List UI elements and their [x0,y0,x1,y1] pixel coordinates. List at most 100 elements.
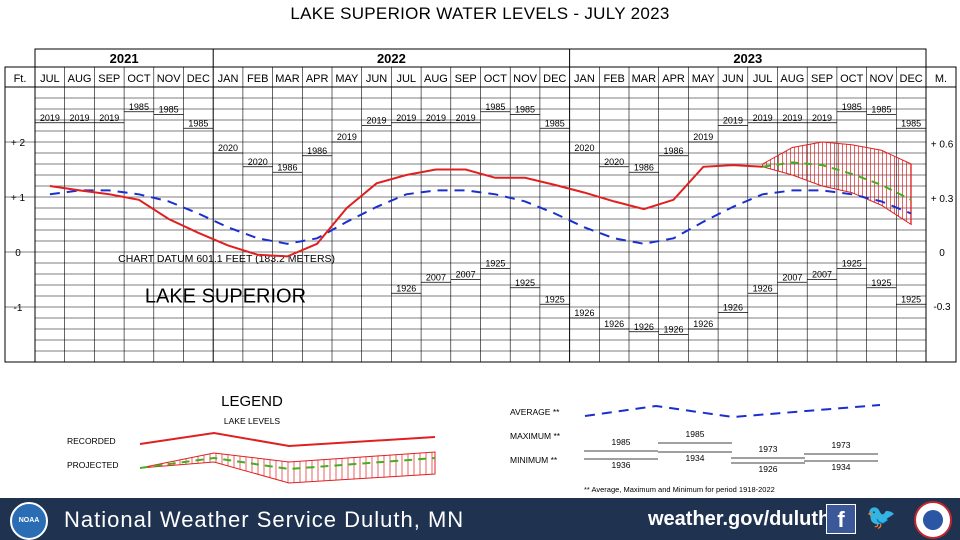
year-label-2023: 2023 [733,51,762,66]
right-axis-label: M. [935,73,947,85]
month-label: APR [662,73,685,85]
nws-logo[interactable] [914,501,952,539]
minimum-record-year: 1925 [545,294,565,304]
maximum-record-year: 1985 [545,118,565,128]
datum-label: CHART DATUM 601.1 FEET (183.2 METERS) [118,253,335,265]
minimum-record-year: 2007 [812,270,832,280]
twitter-icon[interactable]: 🐦 [866,504,896,531]
month-label: DEC [543,73,566,85]
legend-max-year: 1985 [686,429,705,439]
minimum-record-year: 1926 [396,283,416,293]
minimum-record-year: 1926 [753,283,773,293]
legend-average-line [584,404,881,419]
minimum-record-year: 1925 [901,294,921,304]
legend-projected-line [139,456,436,471]
maximum-record-year: 2019 [782,113,802,123]
minimum-record-year: 1925 [515,278,535,288]
legend-max-year: 1985 [612,437,631,447]
maximum-record-year: 1985 [871,105,891,115]
minimum-record-year: 1926 [723,303,743,313]
month-label: JAN [574,73,595,85]
maximum-record-year: 2019 [99,113,119,123]
left-tick-label: + 1 [11,193,26,204]
right-tick-label: + 0.3 [931,194,954,205]
minimum-record-year: 2007 [426,272,446,282]
month-label: NOV [513,73,538,85]
legend-footnote: ** Average, Maximum and Minimum for peri… [584,485,775,494]
month-label: FEB [247,73,268,85]
maximum-record-year: 2019 [367,116,387,126]
maximum-record-year: 2019 [396,113,416,123]
month-label: AUG [68,73,92,85]
month-label: SEP [811,73,833,85]
footer-bar: NOAA National Weather Service Duluth, MN… [0,498,960,540]
month-label: JUN [366,73,387,85]
legend-title: LEGEND [221,393,283,410]
maximum-record-year: 1986 [277,162,297,172]
legend-max-year: 1973 [759,444,778,454]
month-label: OCT [840,73,864,85]
minimum-record-year: 1926 [664,325,684,335]
right-axis-box [925,66,957,363]
legend-min-year: 1936 [612,460,631,470]
minimum-record-year: 1926 [604,319,624,329]
water-level-chart: 2021 2022 2023 JUL AUG SEP OCT NOV DEC JAN FEB MAR A… [4,48,957,494]
maximum-record-year: 1985 [129,102,149,112]
month-label: NOV [870,73,895,85]
maximum-record-year: 1986 [664,146,684,156]
month-label: MAR [632,73,657,85]
maximum-record-year: 1985 [159,105,179,115]
month-label: JUL [40,73,60,85]
maximum-record-year: 2019 [723,116,743,126]
maximum-record-year: 2019 [70,113,90,123]
maximum-record-year: 2019 [693,132,713,142]
month-label: DEC [900,73,923,85]
noaa-logo[interactable]: NOAA [10,502,48,540]
legend-recorded-line [139,431,436,448]
month-label: OCT [127,73,151,85]
month-label: MAY [335,73,359,85]
right-tick-label: 0 [939,248,945,259]
right-tick-label: + 0.6 [931,140,954,151]
minimum-record-year: 2007 [782,272,802,282]
minimum-record-year: 1926 [574,308,594,318]
month-label: FEB [603,73,624,85]
legend-max-year: 1973 [832,440,851,450]
legend-min-year: 1926 [759,464,778,474]
legend-recorded-label: RECORDED [67,436,116,446]
average-series-line [49,189,912,245]
maximum-record-year: 2019 [337,132,357,142]
year-label-2021: 2021 [110,51,139,66]
maximum-record-year: 1985 [515,105,535,115]
legend-projected-band [139,451,436,484]
minimum-record-year: 1926 [634,322,654,332]
facebook-icon[interactable]: f [826,504,856,534]
maximum-record-year: 2019 [812,113,832,123]
left-tick-label: -1 [14,303,23,314]
maximum-record-year: 1985 [188,118,208,128]
minimum-record-year: 1925 [871,278,891,288]
footer-website-link[interactable]: weather.gov/duluth [648,508,831,530]
month-label: MAR [275,73,300,85]
year-label-2022: 2022 [377,51,406,66]
left-axis-label: Ft. [14,73,27,85]
maximum-record-year: 1986 [634,162,654,172]
month-label: JUL [396,73,416,85]
page-title: LAKE SUPERIOR WATER LEVELS - JULY 2023 [290,4,670,23]
maximum-record-year: 1985 [842,102,862,112]
maximum-record-year: 2020 [604,157,624,167]
maximum-record-year: 1985 [901,118,921,128]
legend-min-year: 1934 [686,453,705,463]
month-label: APR [306,73,329,85]
legend-minimum-label: MINIMUM ** [510,455,558,465]
recorded-series-line [49,164,763,258]
projected-series-line [762,161,912,201]
minimum-record-year: 1925 [842,259,862,269]
maximum-record-year: 2020 [248,157,268,167]
month-label: SEP [98,73,120,85]
maximum-record-year: 1985 [485,102,505,112]
month-label: NOV [157,73,182,85]
left-tick-label: + 2 [11,138,26,149]
maximum-record-year: 2020 [574,143,594,153]
legend-average-label: AVERAGE ** [510,407,560,417]
